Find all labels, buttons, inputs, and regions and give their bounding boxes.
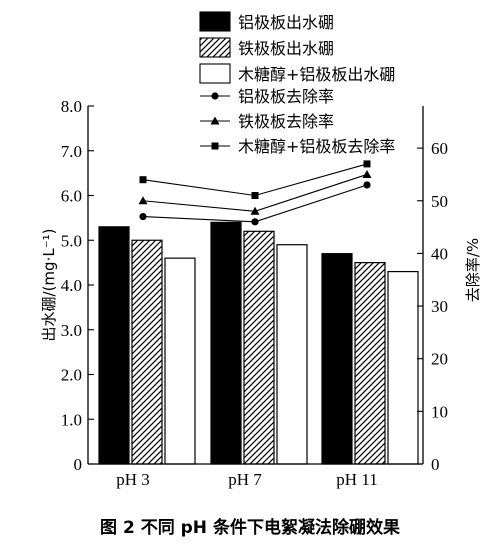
- bars: [98, 221, 419, 465]
- legend-label-line-2: 铁极板去除率: [238, 112, 334, 131]
- legend-marker-3: [211, 142, 219, 150]
- y-left-tick-label-3: 3.0: [61, 321, 82, 340]
- legend-marker-1: [211, 92, 219, 100]
- y-axis-label-left: 出水硼/(mg·L⁻¹): [40, 229, 58, 342]
- y-right-tick-label-1: 10: [431, 402, 448, 421]
- legend-label-bar-2: 铁极板出水硼: [238, 39, 334, 58]
- line-2-point-1: [138, 196, 148, 205]
- line-3-point-3: [363, 160, 371, 168]
- line-1-point-2: [251, 218, 259, 226]
- bar-1-3: [321, 253, 353, 465]
- y-left-tick-label-7: 7.0: [61, 142, 82, 161]
- y-right-tick-label-2: 20: [431, 350, 448, 369]
- y-right-tick-label-0: 0: [431, 455, 440, 474]
- figure-caption: 图 2 不同 pH 条件下电絮凝法除硼效果: [100, 518, 400, 538]
- legend-marker-2: [210, 116, 220, 125]
- y-left-tick-label-6: 6.0: [61, 187, 82, 206]
- legend-label-bar-3: 木糖醇+铝极板出水硼: [238, 65, 395, 84]
- y-left-tick-label-8: 8.0: [61, 97, 82, 116]
- y-left-tick-label-5: 5.0: [61, 231, 82, 250]
- bar-3-1: [164, 257, 196, 465]
- line-2-point-2: [250, 206, 260, 215]
- y-left-tick-label-0: 0: [74, 455, 83, 474]
- y-right-tick-label-3: 30: [431, 297, 448, 316]
- line-1-point-1: [139, 212, 147, 221]
- legend-label-bar-1: 铝极板出水硼: [238, 13, 334, 32]
- bar-2-3: [354, 262, 386, 465]
- x-tick-label-1: pH 3: [116, 470, 150, 489]
- bar-2-2: [243, 230, 275, 465]
- bar-2-1: [131, 239, 163, 465]
- legend-label-line-1: 铝极板去除率: [238, 87, 334, 106]
- y-left-tick-label-1: 1.0: [61, 410, 82, 429]
- line-3-point-1: [139, 176, 147, 184]
- legend-label-line-3: 木糖醇+铝极板去除率: [238, 137, 395, 156]
- x-tick-label-3: pH 11: [336, 470, 377, 489]
- y-axis-label-right: 去除率/%: [464, 238, 482, 302]
- y-left-tick-label-2: 2.0: [61, 366, 82, 385]
- y-right-tick-label-6: 60: [431, 139, 448, 158]
- line-3-point-2: [251, 192, 259, 199]
- bar-1-1: [98, 226, 130, 465]
- line-3: [142, 163, 368, 197]
- y-right-tick-label-5: 50: [431, 192, 448, 211]
- axes: 0 1.0 2.0 3.0 4.0 5.0 6.0 7.0 8.0 0 10 20 30 40 50 60 pH…: [61, 97, 448, 489]
- bar-3-3: [387, 270, 419, 465]
- line-2-point-3: [362, 169, 372, 178]
- lines: [138, 160, 372, 226]
- y-left-tick-label-4: 4.0: [61, 276, 82, 295]
- bar-1-2: [210, 221, 242, 465]
- x-tick-label-2: pH 7: [228, 470, 262, 489]
- legend-swatch-bar-3: [199, 63, 231, 84]
- legend: 铝极板出水硼铁极板出水硼木糖醇+铝极板出水硼铝极板去除率铁极板去除率木糖醇+铝极…: [199, 11, 395, 156]
- bar-3-2: [276, 244, 308, 465]
- legend-swatch-bar-1: [199, 11, 231, 32]
- legend-swatch-bar-2: [199, 37, 231, 58]
- y-right-tick-label-4: 40: [431, 244, 448, 263]
- line-1-point-3: [363, 181, 371, 189]
